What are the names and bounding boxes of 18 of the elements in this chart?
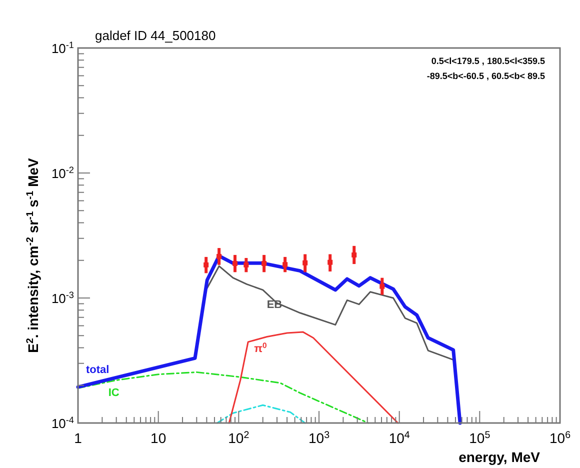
series-label: π$^{0}$ <box>254 340 267 355</box>
chart-title: galdef ID 44_500180 <box>95 28 216 43</box>
annotation: 0.5<l<179.5 , 180.5<l<359.5 <box>431 56 545 66</box>
x-tick-label: 10$^{4}$ <box>388 430 410 446</box>
y-tick-label: 10$^{-2}$ <box>51 165 74 181</box>
y-tick-label: 10$^{-1}$ <box>51 40 74 56</box>
series-label: IC <box>108 387 120 400</box>
y-tick-label: 10$^{-3}$ <box>51 290 74 306</box>
x-tick-label: 10 <box>150 430 166 446</box>
x-tick-label: 10$^{3}$ <box>308 430 330 446</box>
x-axis-title: energy, MeV <box>458 449 541 465</box>
series-label: total <box>86 364 110 376</box>
y-tick-label: 10$^{-4}$ <box>51 415 74 431</box>
x-tick-label: 10$^{2}$ <box>228 430 250 446</box>
x-tick-label: 10$^{6}$ <box>549 430 572 446</box>
annotation: -89.5<b<-60.5 , 60.5<b< 89.5 <box>426 71 545 81</box>
x-tick-label: 1 <box>74 430 82 446</box>
x-tick-label: 10$^{5}$ <box>469 430 491 446</box>
